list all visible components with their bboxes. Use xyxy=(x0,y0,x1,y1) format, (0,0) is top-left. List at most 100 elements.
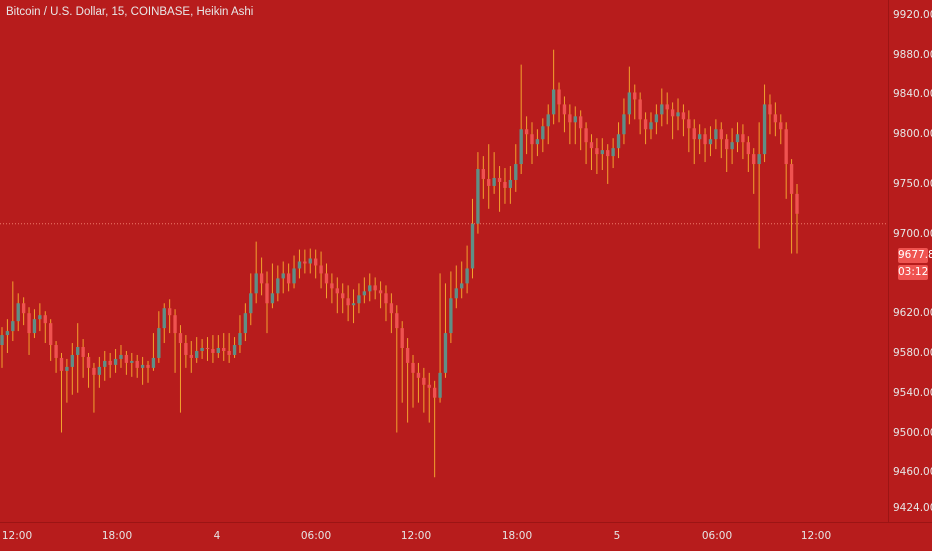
candle[interactable] xyxy=(492,152,496,194)
candle[interactable] xyxy=(789,159,794,254)
candle[interactable] xyxy=(389,293,394,334)
candle[interactable] xyxy=(784,122,788,199)
candle[interactable] xyxy=(638,92,642,135)
candle[interactable] xyxy=(351,289,356,324)
candle[interactable] xyxy=(11,281,15,342)
candle[interactable] xyxy=(238,315,242,353)
candle[interactable] xyxy=(292,255,296,289)
candle[interactable] xyxy=(81,339,85,378)
candle[interactable] xyxy=(232,337,237,358)
candle[interactable] xyxy=(249,273,253,326)
candle[interactable] xyxy=(200,339,204,359)
candle[interactable] xyxy=(265,271,269,334)
candle[interactable] xyxy=(16,293,20,332)
candle[interactable] xyxy=(676,98,680,131)
candle[interactable] xyxy=(97,356,102,388)
candle[interactable] xyxy=(535,129,540,157)
candle[interactable] xyxy=(460,261,464,299)
candle[interactable] xyxy=(681,104,686,137)
candle[interactable] xyxy=(692,119,696,165)
candle[interactable] xyxy=(178,325,183,413)
candle[interactable] xyxy=(76,323,80,393)
candle[interactable] xyxy=(86,352,91,388)
candle[interactable] xyxy=(514,144,518,192)
candle[interactable] xyxy=(633,84,637,120)
candle[interactable] xyxy=(222,333,226,361)
candle[interactable] xyxy=(270,263,275,309)
candle[interactable] xyxy=(103,350,107,381)
candle[interactable] xyxy=(595,138,599,174)
candle[interactable] xyxy=(752,148,756,194)
candle[interactable] xyxy=(660,88,664,127)
candle[interactable] xyxy=(665,92,669,125)
candle[interactable] xyxy=(124,350,129,375)
candle[interactable] xyxy=(335,277,339,314)
candle[interactable] xyxy=(497,166,502,212)
candle[interactable] xyxy=(422,367,426,413)
candle[interactable] xyxy=(368,273,372,302)
candle[interactable] xyxy=(779,114,783,145)
candle[interactable] xyxy=(308,248,312,274)
candle[interactable] xyxy=(108,352,112,378)
candle[interactable] xyxy=(43,311,47,344)
candle[interactable] xyxy=(622,98,626,145)
candle[interactable] xyxy=(54,341,58,373)
candle[interactable] xyxy=(562,96,567,133)
candle[interactable] xyxy=(151,333,156,371)
candle[interactable] xyxy=(427,372,431,423)
candle[interactable] xyxy=(119,345,123,368)
candle[interactable] xyxy=(405,338,410,423)
candle[interactable] xyxy=(313,249,318,279)
candle[interactable] xyxy=(432,380,437,478)
candle[interactable] xyxy=(0,327,4,368)
candle[interactable] xyxy=(416,362,421,403)
candle[interactable] xyxy=(162,303,166,344)
candle[interactable] xyxy=(606,144,610,184)
candle[interactable] xyxy=(297,249,302,279)
candle[interactable] xyxy=(276,265,280,302)
candle[interactable] xyxy=(157,311,161,363)
candle[interactable] xyxy=(600,138,604,171)
candle[interactable] xyxy=(627,66,632,125)
candle[interactable] xyxy=(573,106,577,145)
candle[interactable] xyxy=(654,104,659,135)
candle[interactable] xyxy=(589,134,594,171)
candle[interactable] xyxy=(373,277,377,300)
candle[interactable] xyxy=(140,356,145,385)
candle[interactable] xyxy=(259,257,264,296)
candle[interactable] xyxy=(286,263,291,292)
candle[interactable] xyxy=(438,273,442,403)
candle[interactable] xyxy=(362,277,367,304)
time-axis[interactable] xyxy=(0,522,932,551)
candle[interactable] xyxy=(216,335,221,358)
candle[interactable] xyxy=(32,309,37,339)
candle[interactable] xyxy=(568,104,572,145)
candle[interactable] xyxy=(616,122,621,159)
candle[interactable] xyxy=(670,102,675,140)
candle[interactable] xyxy=(65,358,69,403)
candle[interactable] xyxy=(378,281,383,309)
candle[interactable] xyxy=(411,354,415,408)
candle[interactable] xyxy=(454,265,458,309)
candle[interactable] xyxy=(357,283,361,314)
candle[interactable] xyxy=(503,168,507,204)
candle[interactable] xyxy=(254,241,258,304)
candle[interactable] xyxy=(703,128,707,163)
candle[interactable] xyxy=(130,352,134,377)
candle[interactable] xyxy=(584,122,588,165)
candle[interactable] xyxy=(795,183,799,254)
candle[interactable] xyxy=(730,128,734,165)
candle[interactable] xyxy=(481,156,486,199)
candle[interactable] xyxy=(487,144,491,209)
candle[interactable] xyxy=(319,251,323,289)
candle[interactable] xyxy=(476,152,480,234)
candle[interactable] xyxy=(735,122,740,153)
candle[interactable] xyxy=(341,283,345,314)
candle[interactable] xyxy=(643,112,648,145)
candle[interactable] xyxy=(395,305,399,433)
candle[interactable] xyxy=(243,303,248,342)
candle[interactable] xyxy=(578,110,583,151)
candle[interactable] xyxy=(92,362,96,413)
candle[interactable] xyxy=(21,297,26,326)
candle[interactable] xyxy=(762,84,767,163)
